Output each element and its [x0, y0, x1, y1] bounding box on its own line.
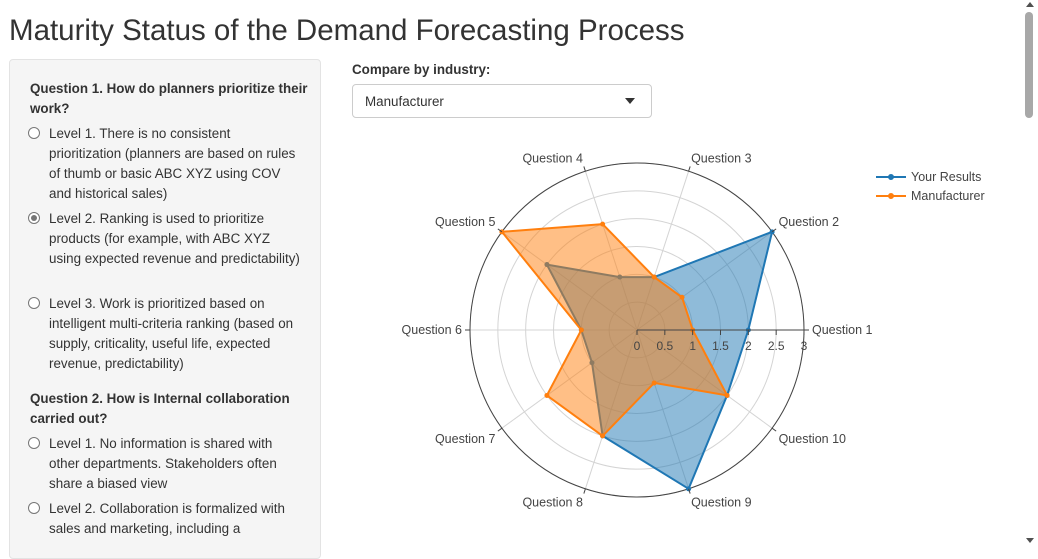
- q2-level-1-radio[interactable]: [28, 437, 40, 449]
- q2-level-1-label[interactable]: Level 1. No information is shared with o…: [49, 436, 277, 491]
- q2-level-2-radio[interactable]: [28, 502, 40, 514]
- legend-label-1: Manufacturer: [911, 189, 985, 203]
- series-1-point: [600, 433, 606, 439]
- category-label: Question 4: [522, 152, 583, 166]
- category-label: Question 6: [402, 323, 463, 337]
- radial-tick-label: 1.5: [712, 339, 729, 353]
- series-1-point: [651, 380, 657, 386]
- radial-tick-label: 2.5: [768, 339, 785, 353]
- category-label: Question 1: [812, 323, 873, 337]
- industry-select-value[interactable]: Manufacturer: [365, 94, 444, 109]
- angular-tick: [583, 488, 586, 494]
- question-panel: Question 1. How do planners prioritize t…: [9, 59, 321, 559]
- q1-level-2-label[interactable]: Level 2. Ranking is used to prioritize p…: [49, 211, 300, 266]
- scroll-up-arrow-icon[interactable]: [1026, 2, 1034, 7]
- category-label: Question 5: [435, 215, 496, 229]
- angular-tick: [688, 166, 691, 172]
- series-1-point: [724, 392, 730, 398]
- compare-by-industry-label: Compare by industry:: [352, 62, 491, 77]
- q1-level-2-radio[interactable]: [28, 212, 40, 224]
- caret-down-icon[interactable]: [625, 98, 635, 104]
- series-1-point: [679, 294, 685, 300]
- angular-tick: [771, 228, 777, 233]
- category-label: Question 2: [779, 215, 840, 229]
- industry-select[interactable]: Manufacturer: [352, 84, 652, 118]
- scroll-down-arrow-icon[interactable]: [1026, 538, 1034, 543]
- legend-label-0: Your Results: [911, 170, 981, 184]
- category-label: Question 3: [691, 152, 752, 166]
- q1-level-3-radio[interactable]: [28, 297, 40, 309]
- question-1-title: Question 1. How do planners prioritize t…: [30, 81, 308, 116]
- radial-tick-label: 0: [634, 339, 641, 353]
- category-label: Question 10: [779, 432, 846, 446]
- legend-marker-1: [888, 193, 894, 199]
- angular-tick: [497, 427, 503, 432]
- q1-level-1-radio[interactable]: [28, 127, 40, 139]
- angular-tick: [688, 488, 691, 494]
- scrollbar-thumb[interactable]: [1025, 12, 1033, 118]
- radial-tick-label: 3: [801, 339, 808, 353]
- series-1-point: [651, 274, 657, 280]
- q2-level-2-label[interactable]: Level 2. Collaboration is formalized wit…: [49, 501, 285, 536]
- radar-chart: 0 0.5 1 1.5 2 2.5 3 Question 1 Question 2 Questio…: [402, 152, 985, 510]
- page-title: Maturity Status of the Demand Forecastin…: [9, 14, 685, 47]
- radial-tick-label: 1: [689, 339, 696, 353]
- angular-tick: [583, 166, 586, 172]
- q1-level-1-label[interactable]: Level 1. There is no consistent prioriti…: [49, 126, 296, 201]
- category-label: Question 8: [522, 495, 583, 509]
- radial-tick-label: 2: [745, 339, 752, 353]
- radial-tick-label: 0.5: [656, 339, 673, 353]
- series-1-point: [578, 327, 584, 333]
- series-1-point: [544, 392, 550, 398]
- series-1-point: [600, 221, 606, 227]
- vertical-scrollbar[interactable]: [1022, 0, 1038, 546]
- category-label: Question 9: [691, 495, 752, 509]
- question-2-title: Question 2. How is Internal collaboratio…: [30, 391, 290, 426]
- angular-tick: [497, 228, 503, 233]
- category-label: Question 7: [435, 432, 496, 446]
- angular-tick: [771, 427, 777, 432]
- q1-level-3-label[interactable]: Level 3. Work is prioritized based on in…: [49, 296, 294, 371]
- legend-marker-0: [888, 174, 894, 180]
